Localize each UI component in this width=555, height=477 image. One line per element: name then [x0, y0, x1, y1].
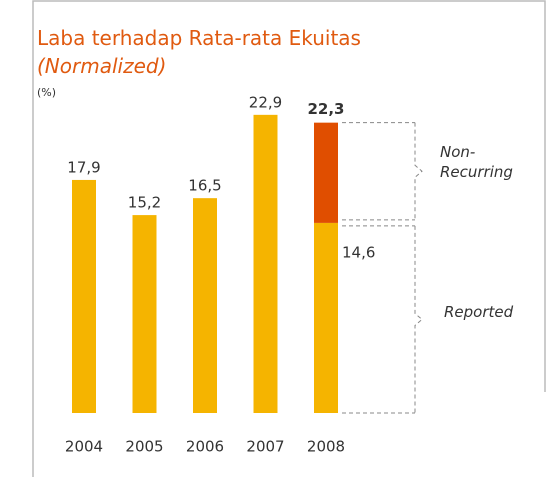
bar-segment [193, 198, 217, 413]
frame [32, 0, 546, 477]
data-label: 16,5 [188, 177, 221, 195]
total-label: 22,3 [307, 100, 344, 118]
x-tick-label: 2008 [307, 438, 345, 456]
unit-label: (%) [37, 86, 57, 99]
x-tick-label: 2007 [246, 438, 284, 456]
x-tick-label: 2005 [125, 438, 163, 456]
bar-segment [314, 122, 338, 223]
data-label: 15,2 [128, 194, 161, 212]
chart-title: Laba terhadap Rata-rata Ekuitas [37, 26, 361, 50]
bracket [414, 122, 423, 220]
x-tick-label: 2004 [65, 438, 103, 456]
title-block: Laba terhadap Rata-rata Ekuitas (Normali… [37, 24, 361, 80]
bar-segment [72, 179, 96, 413]
legend-entry: Non-Recurring [440, 143, 513, 181]
chart-subtitle: (Normalized) [37, 54, 167, 78]
bracket [414, 225, 423, 413]
legend-entry: Reported [444, 303, 514, 321]
bar-segment [132, 215, 157, 413]
data-label: 14,6 [342, 243, 375, 261]
x-tick-label: 2006 [186, 438, 224, 456]
bar-segment [314, 222, 338, 413]
data-label: 22,9 [249, 93, 282, 111]
bar-segment [253, 114, 278, 413]
data-label: 17,9 [67, 158, 100, 176]
